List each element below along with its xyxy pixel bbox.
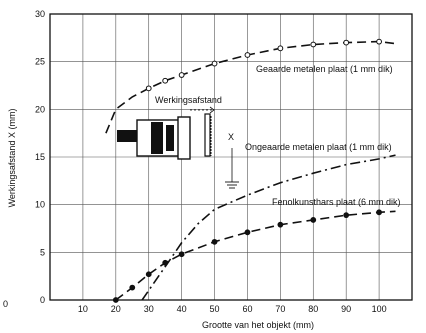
data-point-0 [178, 72, 185, 78]
y-tick-label: 25 [35, 57, 45, 67]
series-lines [105, 38, 396, 303]
y-tick-label: 0 [40, 295, 45, 305]
data-point-2 [129, 284, 136, 291]
sensor-body [117, 130, 139, 142]
data-point-2 [112, 297, 119, 303]
data-point-2 [376, 209, 382, 216]
y-tick-label: 30 [35, 9, 45, 19]
x-tick-label: 90 [341, 304, 351, 314]
y-tick-label: 15 [35, 152, 45, 162]
series-label-fenol: Fenolkunsthars plaat (6 mm dik) [272, 197, 401, 207]
x-tick-label: 10 [78, 304, 88, 314]
sensor-nut-right [166, 125, 174, 151]
data-point-2 [178, 251, 185, 258]
x-tick-label: 70 [275, 304, 285, 314]
x-tick-label: 100 [372, 304, 387, 314]
data-point-2 [277, 221, 284, 228]
x-tick-label: 80 [308, 304, 318, 314]
data-point-2 [145, 271, 152, 278]
x-tick-label: 50 [210, 304, 220, 314]
data-point-2 [211, 238, 218, 245]
sensor-diagram: Werkingsafstand X [117, 95, 239, 189]
series-line-2 [115, 210, 396, 301]
sensor-nut-left [151, 122, 163, 154]
target-plate [204, 113, 211, 157]
axis-ticks: 10 20 30 40 50 60 70 80 90 100 0 5 10 15 20 25 30 [35, 9, 387, 314]
data-point-0 [162, 77, 169, 84]
sensor-head [177, 116, 191, 160]
x-tick-label: 30 [144, 304, 154, 314]
y-tick-label: 10 [35, 200, 45, 210]
plot-frame [49, 13, 413, 301]
edge-label: 0 [3, 299, 8, 309]
y-tick-label: 5 [40, 247, 45, 257]
y-axis-label: Werkingsafstand X (mm) [7, 109, 17, 208]
data-point-0 [310, 41, 317, 48]
data-point-2 [162, 259, 169, 266]
inset-symbol: X [228, 132, 234, 142]
series-label-ongeaarde: Ongeaarde metalen plaat (1 mm dik) [245, 142, 392, 152]
data-point-0 [343, 39, 350, 46]
x-tick-label: 20 [111, 304, 121, 314]
series-label-geaarde: Geaarde metalen plaat (1 mm dik) [256, 64, 393, 74]
data-point-0 [211, 60, 218, 67]
inset-label: Werkingsafstand [155, 95, 222, 105]
x-axis-label: Grootte van het objekt (mm) [202, 320, 314, 330]
inset-arrow [209, 106, 215, 114]
data-point-2 [343, 212, 350, 219]
x-tick-label: 60 [242, 304, 252, 314]
data-point-0 [145, 85, 152, 92]
data-point-0 [277, 45, 284, 52]
grid [50, 14, 412, 300]
x-tick-label: 40 [177, 304, 187, 314]
y-tick-label: 20 [35, 104, 45, 114]
data-point-0 [244, 52, 251, 58]
data-point-2 [244, 229, 251, 236]
data-point-2 [310, 217, 317, 223]
data-point-0 [376, 38, 382, 45]
